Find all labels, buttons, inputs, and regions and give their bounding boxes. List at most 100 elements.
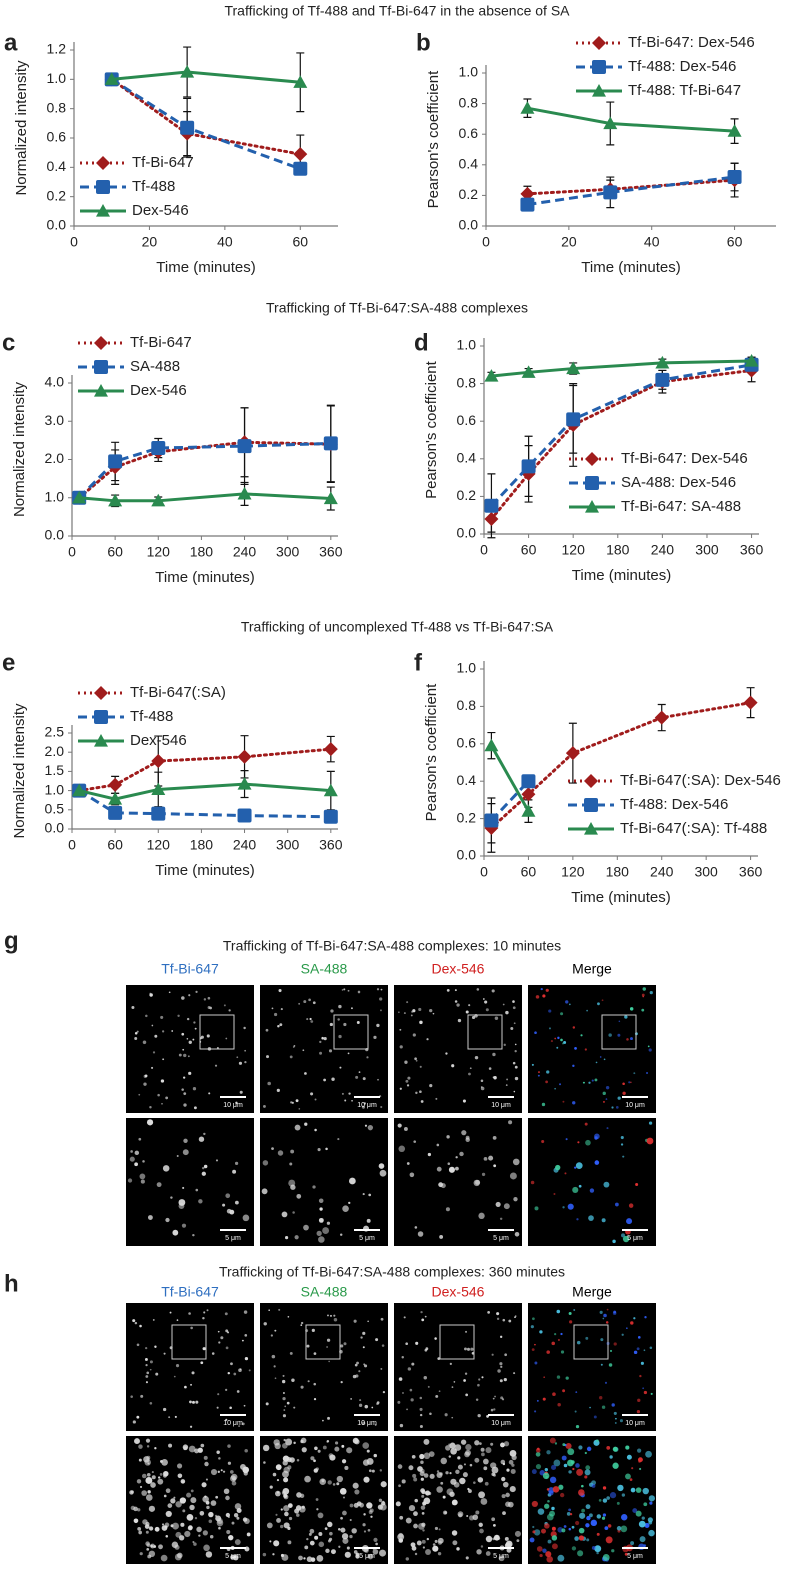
signal-dot: [512, 1061, 516, 1065]
signal-dot: [215, 1159, 219, 1162]
signal-dot: [368, 1469, 372, 1473]
section-title: Trafficking of Tf-488 and Tf-Bi-647 in t…: [224, 3, 570, 19]
signal-dot: [417, 1231, 424, 1237]
signal-dot: [421, 1512, 425, 1515]
signal-dot: [183, 1092, 187, 1096]
signal-dot: [134, 1438, 140, 1445]
signal-dot: [553, 1459, 561, 1467]
signal-dot: [233, 1372, 237, 1376]
signal-dot: [637, 1336, 641, 1339]
marker: [237, 777, 252, 790]
signal-dot: [420, 1460, 424, 1464]
signal-dot: [406, 1408, 408, 1411]
y-tick-label: 0.2: [459, 186, 479, 202]
signal-dot: [227, 1444, 231, 1448]
signal-dot: [326, 1221, 331, 1225]
signal-dot: [622, 1155, 625, 1158]
signal-dot: [611, 1106, 614, 1109]
signal-dot: [176, 1552, 183, 1559]
marker: [104, 72, 119, 85]
signal-dot: [367, 1320, 369, 1323]
signal-dot: [563, 1525, 567, 1528]
micrograph: [260, 985, 388, 1113]
signal-dot: [625, 1445, 630, 1450]
signal-dot: [354, 1363, 358, 1367]
signal-dot: [563, 1040, 567, 1044]
legend-label: Tf-Bi-647: Dex-546: [628, 34, 755, 51]
signal-dot: [188, 1071, 192, 1075]
micrograph: [260, 1436, 388, 1564]
micrograph: [394, 1118, 522, 1246]
signal-dot: [561, 1455, 567, 1461]
marker: [108, 454, 123, 469]
signal-dot: [555, 1164, 561, 1171]
signal-dot: [332, 1483, 336, 1486]
signal-dot: [594, 1136, 598, 1140]
signal-dot: [606, 1308, 609, 1311]
signal-dot: [341, 1533, 349, 1540]
signal-dot: [419, 1413, 423, 1417]
signal-dot: [238, 1368, 242, 1372]
inset-box: [601, 1014, 637, 1050]
signal-dot: [560, 1038, 563, 1042]
signal-dot: [551, 1535, 558, 1541]
signal-dot: [312, 1185, 316, 1189]
signal-dot: [272, 1553, 275, 1556]
signal-dot: [216, 1450, 220, 1454]
signal-dot: [488, 1067, 492, 1070]
signal-dot: [483, 1156, 488, 1161]
signal-dot: [507, 1501, 514, 1508]
marker: [151, 441, 166, 456]
signal-dot: [403, 1316, 406, 1319]
signal-dot: [163, 1352, 166, 1355]
signal-dot: [639, 1374, 642, 1378]
signal-dot: [599, 1396, 603, 1400]
signal-dot: [319, 1040, 322, 1044]
signal-dot: [283, 1477, 289, 1483]
signal-dot: [574, 1047, 577, 1050]
channel-label: Dex-546: [432, 961, 485, 977]
signal-dot: [591, 1079, 594, 1082]
signal-dot: [502, 1481, 509, 1488]
signal-dot: [163, 1470, 169, 1477]
signal-dot: [469, 1067, 472, 1070]
signal-dot: [419, 1453, 425, 1460]
signal-dot: [172, 1522, 179, 1530]
signal-dot: [606, 1127, 609, 1130]
signal-dot: [316, 1554, 324, 1562]
signal-dot: [186, 1017, 190, 1021]
signal-dot: [633, 1072, 636, 1075]
y-tick-label: 1.2: [47, 41, 67, 57]
signal-dot: [554, 1333, 557, 1336]
signal-dot: [635, 1510, 642, 1517]
signal-dot: [501, 1494, 506, 1499]
signal-dot: [226, 1530, 231, 1535]
signal-dot: [635, 1182, 639, 1186]
signal-dot: [589, 1406, 591, 1409]
signal-dot: [164, 1522, 170, 1528]
signal-dot: [292, 1046, 295, 1048]
y-tick-label: 0.8: [457, 374, 477, 390]
signal-dot: [316, 1230, 322, 1237]
x-tick-label: 60: [107, 837, 123, 853]
signal-dot: [484, 1000, 488, 1004]
signal-dot: [449, 1442, 456, 1449]
legend-label: Tf-Bi-647(:SA): [130, 684, 226, 701]
signal-dot: [308, 1532, 312, 1536]
signal-dot: [586, 1538, 590, 1542]
signal-dot: [356, 1361, 359, 1365]
signal-dot: [148, 1526, 154, 1531]
signal-dot: [210, 1500, 217, 1506]
signal-dot: [545, 1080, 548, 1084]
signal-dot: [184, 1530, 191, 1538]
legend-label: Tf-488: [130, 708, 173, 725]
signal-dot: [216, 1406, 219, 1409]
signal-dot: [622, 1091, 626, 1095]
channel-label: SA-488: [301, 961, 348, 977]
signal-dot: [578, 1184, 582, 1188]
signal-dot: [567, 1448, 575, 1456]
signal-dot: [616, 1526, 622, 1531]
y-tick-label: 3.0: [45, 412, 65, 428]
signal-dot: [619, 1419, 623, 1423]
signal-dot: [419, 1090, 422, 1094]
